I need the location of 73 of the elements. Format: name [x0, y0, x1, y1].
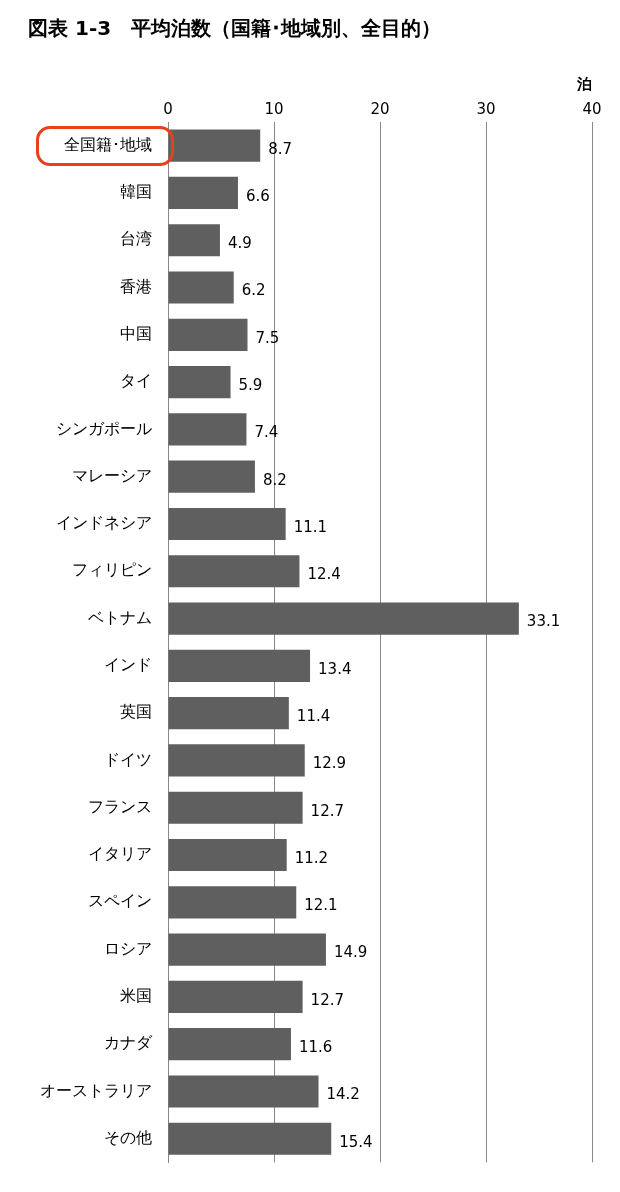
- y-tick-label: オーストラリア: [40, 1080, 152, 1100]
- bar: [168, 697, 289, 730]
- data-label: 11.4: [296, 707, 331, 726]
- x-tick-label: 0: [163, 99, 173, 118]
- data-label: 11.1: [293, 517, 328, 536]
- bar: [168, 176, 238, 210]
- data-label: 7.5: [255, 328, 280, 347]
- y-tick-label: マレーシア: [72, 465, 152, 485]
- y-tick-label: 韓国: [120, 182, 152, 202]
- x-tick-label: 40: [582, 99, 602, 118]
- bar: [168, 1075, 319, 1108]
- chart-title: 図表 1-3 平均泊数（国籍･地域別、全目的）: [28, 16, 442, 41]
- y-tick-label: インドネシア: [56, 513, 152, 533]
- y-tick-label: フィリピン: [72, 560, 152, 580]
- y-tick-label: 香港: [120, 276, 152, 296]
- y-tick-label: 米国: [120, 986, 152, 1006]
- bar: [168, 933, 326, 966]
- y-tick-label: フランス: [88, 796, 152, 816]
- y-tick-label: カナダ: [104, 1033, 153, 1053]
- bar: [168, 649, 311, 682]
- data-label: 12.1: [304, 896, 338, 915]
- data-label: 14.9: [333, 943, 368, 962]
- y-tick-label: ロシア: [104, 938, 152, 958]
- bar: [168, 602, 519, 635]
- bar: [168, 224, 220, 257]
- bar: [168, 413, 247, 446]
- data-label: 4.9: [227, 234, 252, 253]
- y-tick-label: 英国: [120, 702, 152, 722]
- data-label: 8.2: [262, 470, 287, 489]
- y-tick-label: 全国籍･地域: [64, 134, 152, 154]
- data-label: 11.6: [298, 1038, 333, 1057]
- bar: [168, 271, 234, 304]
- bar: [168, 366, 231, 399]
- data-label: 15.4: [339, 1132, 373, 1151]
- bar: [168, 1028, 291, 1061]
- data-label: 6.2: [241, 281, 266, 300]
- data-label: 13.4: [318, 659, 352, 678]
- y-tick-label: ベトナム: [88, 607, 152, 627]
- y-tick-label: その他: [104, 1127, 152, 1147]
- bar: [168, 318, 248, 351]
- y-tick-label: 台湾: [120, 229, 152, 249]
- bar: [168, 838, 287, 872]
- y-tick-label: インド: [104, 655, 152, 674]
- y-tick-label: タイ: [120, 371, 152, 391]
- y-tick-label: ドイツ: [104, 749, 152, 769]
- x-tick-label: 10: [264, 99, 284, 118]
- data-label: 6.6: [245, 186, 270, 205]
- bar: [168, 886, 297, 919]
- data-label: 12.7: [310, 801, 345, 820]
- x-axis-title: 泊: [576, 74, 592, 93]
- data-label: 7.4: [254, 423, 279, 442]
- data-label: 12.7: [310, 990, 345, 1009]
- bar: [168, 129, 261, 162]
- y-tick-label: シンガポール: [56, 418, 152, 438]
- bar: [168, 1122, 332, 1155]
- bar: [168, 460, 255, 493]
- y-tick-label: 中国: [120, 323, 152, 343]
- data-label: 12.9: [312, 754, 347, 773]
- data-label: 12.4: [307, 565, 341, 584]
- bar: [168, 507, 286, 541]
- y-tick-label: スペイン: [88, 891, 152, 911]
- x-tick-label: 20: [370, 99, 390, 118]
- y-tick-label: イタリア: [88, 844, 152, 864]
- data-label: 14.2: [326, 1085, 360, 1104]
- x-tick-label: 30: [476, 99, 496, 118]
- bar: [168, 791, 303, 824]
- data-label: 11.2: [294, 848, 329, 867]
- data-label: 5.9: [238, 375, 263, 394]
- bar: [168, 555, 300, 588]
- bar: [168, 744, 305, 777]
- bar: [168, 980, 303, 1013]
- data-label: 8.7: [268, 139, 293, 158]
- data-label: 33.1: [526, 612, 561, 631]
